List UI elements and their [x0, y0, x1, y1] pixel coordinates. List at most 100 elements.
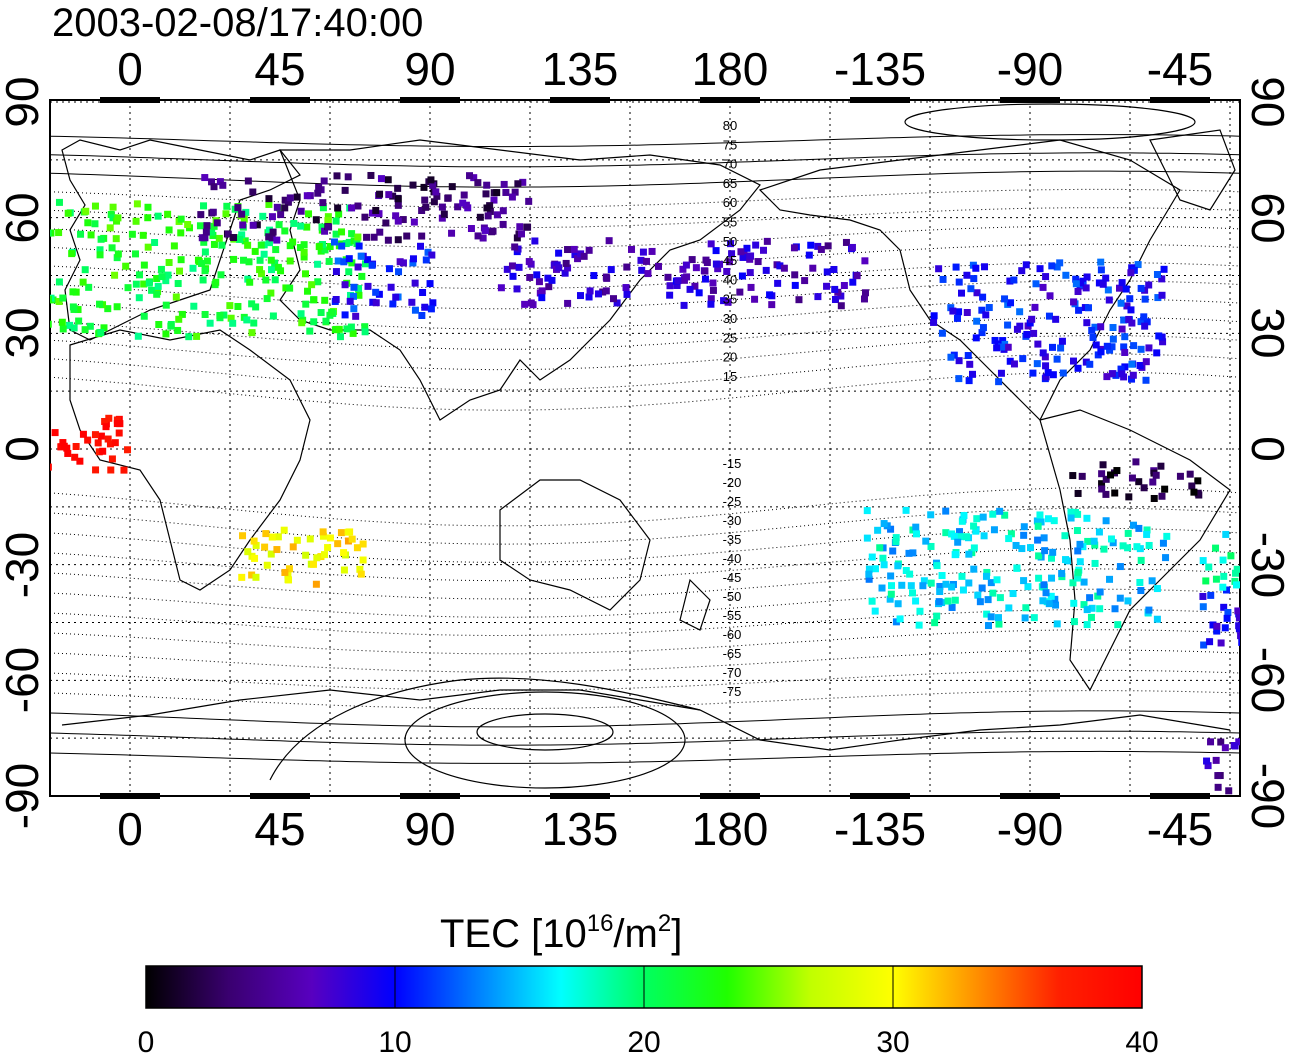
tec-cell: [570, 245, 578, 253]
tec-cell: [432, 188, 440, 196]
tec-cell: [519, 178, 527, 186]
tec-cell: [1232, 581, 1240, 589]
tec-cell: [994, 614, 1002, 622]
tec-cell: [426, 280, 434, 288]
tec-cell: [1031, 303, 1039, 311]
tec-cell: [909, 549, 917, 557]
tec-cell: [1158, 492, 1166, 500]
tec-cell: [427, 305, 435, 313]
tec-cell: [297, 310, 305, 318]
tec-cell: [564, 264, 572, 272]
tec-cell: [853, 272, 861, 280]
tec-cell: [172, 293, 180, 301]
tec-cell: [96, 300, 104, 308]
tec-cell: [230, 234, 238, 242]
tec-cell: [982, 311, 990, 319]
tec-cell: [51, 429, 59, 437]
lon-tick-bottom: -90: [997, 803, 1063, 855]
maglat-label: -20: [723, 475, 742, 490]
tec-cell: [878, 584, 886, 592]
tec-cell: [481, 226, 489, 234]
tec-cell: [1212, 575, 1220, 583]
tec-cell: [1136, 361, 1144, 369]
tec-cell: [344, 173, 352, 181]
lon-tick-bottom: 45: [254, 803, 305, 855]
tec-cell: [682, 261, 690, 269]
tec-cell: [1108, 370, 1116, 378]
tec-cell: [1153, 585, 1161, 593]
tec-cell: [707, 300, 715, 308]
tec-cell: [1041, 353, 1049, 361]
antarctica-inner-loop: [269, 677, 701, 781]
tec-cell: [389, 300, 397, 308]
tec-cell: [265, 200, 273, 208]
tec-cell: [193, 332, 201, 340]
tec-cell: [1098, 470, 1106, 478]
tec-cell: [490, 196, 498, 204]
tec-cell: [178, 310, 186, 318]
tec-cell: [1070, 298, 1078, 306]
maglat-contour: [50, 629, 1240, 655]
tec-cell: [1048, 574, 1056, 582]
tec-cell: [244, 548, 252, 556]
tec-cell: [1153, 271, 1161, 279]
tec-cell: [888, 582, 896, 590]
tec-cell: [342, 240, 350, 248]
tec-cell: [77, 230, 85, 238]
tec-cell: [1186, 470, 1194, 478]
tec-cell: [1136, 578, 1144, 586]
tec-cell: [355, 291, 363, 299]
tec-cell: [418, 311, 426, 319]
tec-cell: [269, 228, 277, 236]
tec-cell: [1124, 529, 1132, 537]
tec-cell: [1111, 605, 1119, 613]
coastlines: [61, 129, 1236, 781]
maglat-label: 70: [723, 157, 737, 172]
lat-tick-right: -60: [1242, 647, 1292, 713]
tec-cell: [964, 352, 972, 360]
colorbar-tick-label: 20: [627, 1026, 660, 1057]
tec-cell: [154, 212, 162, 220]
tec-cell: [1227, 552, 1235, 560]
tec-cell: [1059, 369, 1067, 377]
tec-cell: [571, 251, 579, 259]
tec-cell: [357, 570, 365, 578]
tec-cell: [265, 233, 273, 241]
tec-cell: [814, 242, 822, 250]
tec-cell: [1143, 318, 1151, 326]
tec-cell: [1100, 545, 1108, 553]
tec-cell: [310, 318, 318, 326]
tec-cell: [262, 276, 270, 284]
tec-cell: [1176, 472, 1184, 480]
tec-cell: [50, 229, 52, 237]
tec-cell: [1091, 559, 1099, 567]
tec-cell: [286, 242, 294, 250]
tec-cell: [1097, 266, 1105, 274]
tec-cell: [1088, 604, 1096, 612]
tec-cell: [817, 245, 825, 253]
tec-cell: [411, 306, 419, 314]
tec-cell: [1121, 348, 1129, 356]
tec-cell: [979, 324, 987, 332]
tec-cell: [364, 282, 372, 290]
tec-cell: [1070, 599, 1078, 607]
tec-cell: [153, 275, 161, 283]
tec-cell: [1069, 472, 1077, 480]
tec-cell: [448, 229, 456, 237]
tec-cell: [162, 330, 170, 338]
tec-cell: [967, 285, 975, 293]
tec-cell: [165, 226, 173, 234]
tec-cell: [332, 296, 340, 304]
colorbar-tick-label: 0: [138, 1026, 155, 1057]
tec-cell: [92, 466, 100, 474]
tec-cell: [105, 414, 113, 422]
lon-tick-top: 180: [692, 43, 769, 95]
lat-lon-grid: [50, 100, 1240, 796]
tec-cell: [564, 246, 572, 254]
tec-cell: [243, 316, 251, 324]
tec-cell: [1084, 537, 1092, 545]
tec-cell: [252, 573, 260, 581]
tec-cell: [933, 562, 941, 570]
tec-cell: [206, 319, 214, 327]
tec-cell: [124, 284, 132, 292]
